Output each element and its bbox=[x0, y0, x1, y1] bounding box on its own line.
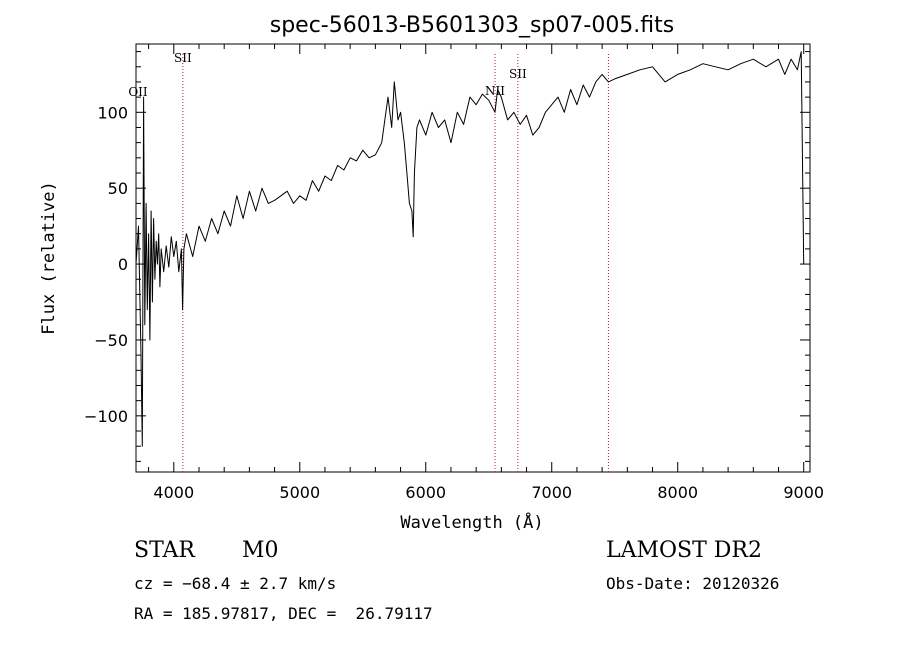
object-class: STAR bbox=[134, 538, 195, 563]
y-tick-label: −100 bbox=[84, 407, 128, 426]
x-tick-label: 7000 bbox=[531, 483, 572, 502]
chart-title: spec-56013-B5601303_sp07-005.fits bbox=[270, 13, 675, 38]
line-marker-label: SII bbox=[174, 51, 192, 65]
object-subclass: M0 bbox=[242, 538, 279, 563]
x-tick-label: 5000 bbox=[279, 483, 320, 502]
x-tick-label: 6000 bbox=[405, 483, 446, 502]
axis-ticks: 4000 5000 6000 7000 8000 9000 −100 −50 0 50 100 bbox=[84, 44, 824, 502]
y-tick-label: −50 bbox=[94, 331, 128, 350]
plot-frame bbox=[135, 43, 811, 473]
y-tick-label: 0 bbox=[118, 255, 128, 274]
y-tick-label: 100 bbox=[97, 103, 128, 122]
y-axis-label: Flux (relative) bbox=[39, 181, 59, 335]
line-marker-label: NII bbox=[485, 84, 505, 98]
observation-date: Obs-Date: 20120326 bbox=[606, 574, 780, 593]
spectrum-line bbox=[135, 51, 805, 447]
series-layer bbox=[135, 51, 805, 447]
x-tick-label: 8000 bbox=[657, 483, 698, 502]
x-axis-label: Wavelength (Å) bbox=[400, 511, 543, 533]
x-tick-label: 4000 bbox=[153, 483, 194, 502]
y-tick-label: 50 bbox=[108, 179, 128, 198]
ra-dec-coordinates: RA = 185.97817, DEC = 26.79117 bbox=[134, 604, 433, 623]
x-tick-label: 9000 bbox=[783, 483, 824, 502]
redshift-velocity: cz = −68.4 ± 2.7 km/s bbox=[134, 574, 337, 593]
line-markers: SII NII SII OII bbox=[128, 51, 609, 472]
survey-name: LAMOST DR2 bbox=[606, 538, 762, 563]
line-marker-label: SII bbox=[509, 67, 527, 81]
oii-marker-label: OII bbox=[128, 85, 148, 99]
